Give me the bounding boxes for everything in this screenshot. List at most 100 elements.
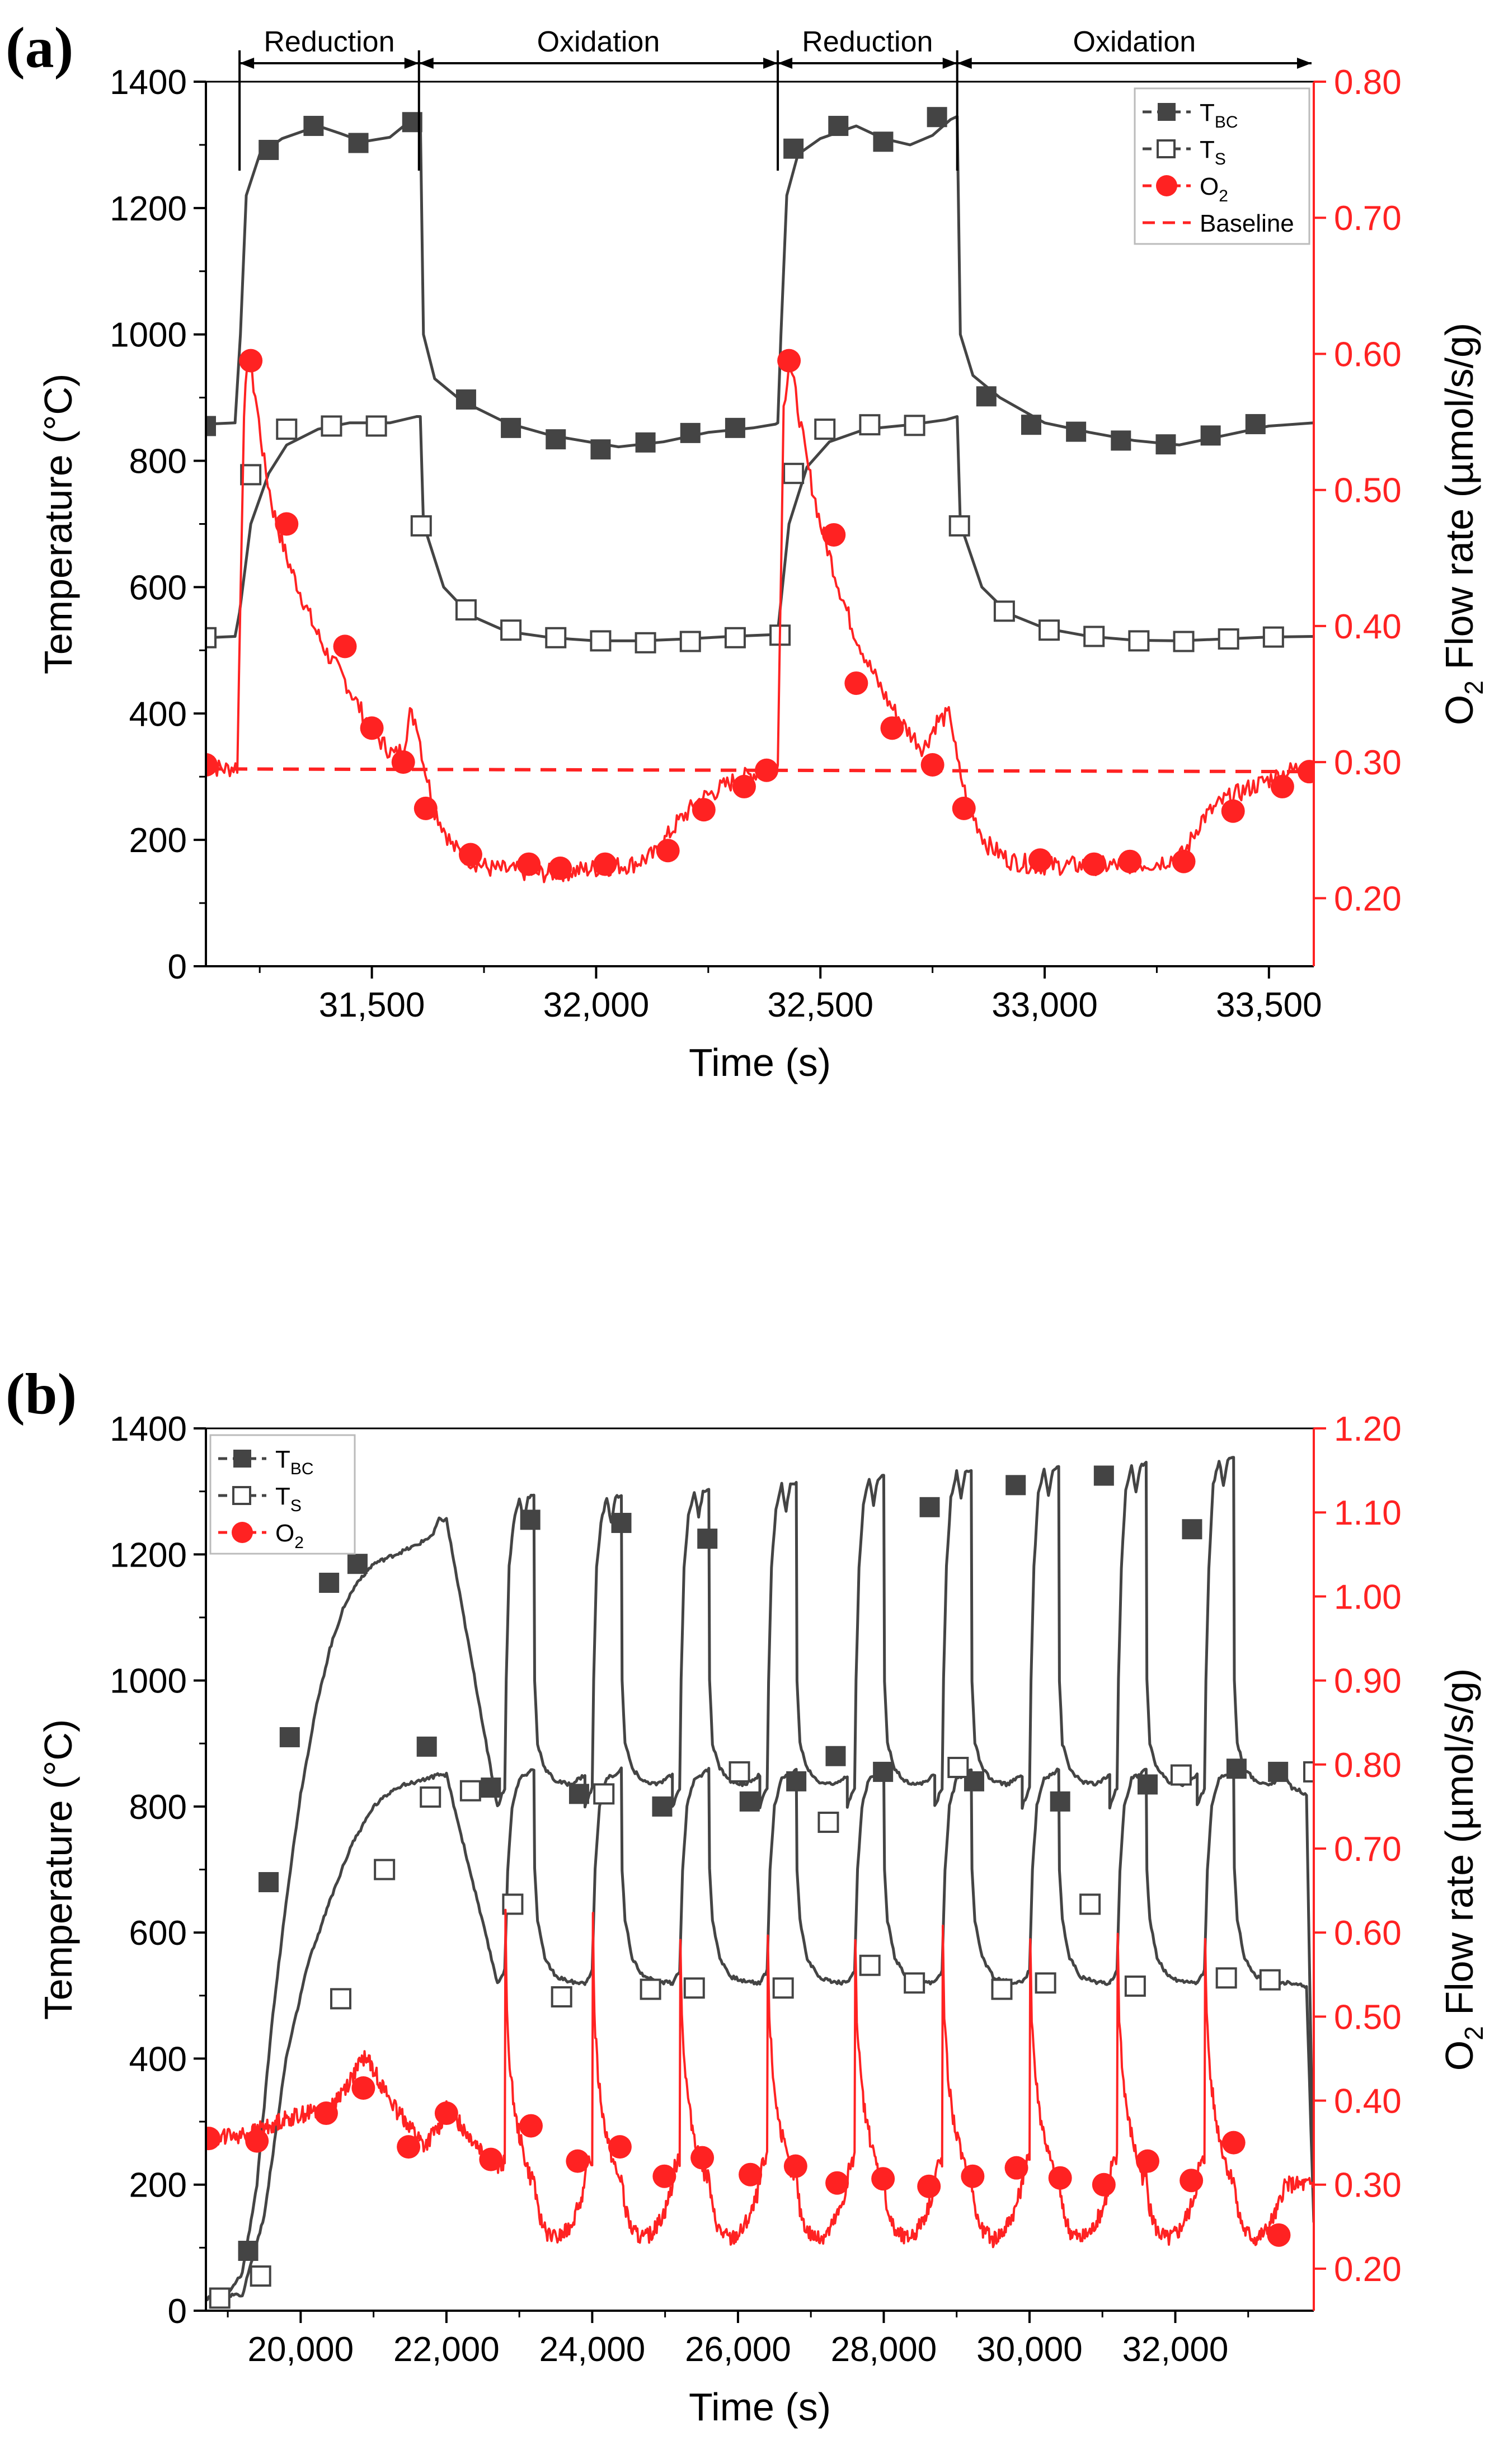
left-tick-label: 1000 (110, 316, 187, 355)
legend-label: O2 (1200, 173, 1228, 205)
left-tick-label: 1200 (110, 1536, 187, 1574)
marker-tbc (568, 1784, 589, 1804)
marker-tbc (546, 429, 566, 450)
legend-label-sub: 2 (1219, 187, 1228, 205)
marker-o2 (519, 2114, 543, 2138)
legend-marker (233, 1450, 251, 1468)
right-tick-label: 0.60 (1334, 1914, 1402, 1953)
marker-o2 (777, 349, 801, 373)
marker-ts (859, 414, 881, 436)
x-tick-label: 33,500 (1216, 986, 1322, 1024)
right-tick-label: 0.20 (1334, 880, 1402, 918)
x-tick-label: 20,000 (248, 2330, 354, 2369)
marker-tbc (501, 417, 521, 438)
x-tick-label: 30,000 (976, 2330, 1083, 2369)
right-tick-label: 0.80 (1334, 1746, 1402, 1785)
marker-tbc (303, 116, 324, 137)
marker-tbc (1021, 415, 1041, 435)
marker-ts (545, 627, 567, 648)
phase-arrow-head (1297, 58, 1312, 69)
marker-tbc (1111, 430, 1131, 451)
marker-tbc (481, 1778, 501, 1798)
series-line-o2 (206, 1908, 1314, 2249)
marker-ts (1035, 1972, 1056, 1994)
right-tick-label: 0.30 (1334, 2166, 1402, 2205)
right-axis-title-main: O (1437, 2040, 1481, 2071)
marker-ts (991, 1978, 1013, 2000)
marker-ts (814, 418, 836, 440)
legend-label: TS (1200, 136, 1226, 168)
marker-ts (1124, 1975, 1146, 1997)
marker-tbc (927, 107, 947, 128)
marker-ts (679, 631, 701, 652)
marker-ts (250, 2265, 271, 2287)
marker-tbc (455, 389, 476, 410)
marker-tbc (1155, 434, 1176, 455)
marker-ts (240, 464, 262, 486)
marker-o2 (1092, 2173, 1116, 2197)
left-tick-label: 1400 (110, 63, 187, 102)
marker-o2 (245, 2129, 269, 2153)
marker-ts (1173, 631, 1195, 652)
series-line-baseline (206, 767, 1314, 774)
marker-tbc (1245, 414, 1266, 435)
marker-o2 (1270, 774, 1294, 798)
marker-ts (1262, 626, 1284, 648)
marker-ts (859, 1954, 881, 1976)
marker-tbc (1066, 421, 1087, 442)
marker-o2 (692, 798, 716, 822)
x-axis-title: Time (s) (689, 2385, 831, 2429)
marker-ts (593, 1783, 615, 1805)
marker-tbc (725, 417, 745, 438)
left-axis-title: Temperature (°C) (36, 374, 80, 675)
right-axis-title-rest: Flow rate (µmol/s/g) (1437, 1668, 1481, 2026)
phase-label: Reduction (802, 26, 933, 58)
marker-ts (590, 630, 612, 652)
marker-ts (276, 418, 298, 440)
marker-tbc (348, 133, 369, 153)
marker-ts (817, 1812, 839, 1833)
phase-arrow-head (957, 58, 972, 69)
marker-o2 (739, 2162, 763, 2186)
marker-o2 (652, 2164, 676, 2188)
phase-arrow-head (942, 58, 957, 69)
marker-tbc (259, 1872, 279, 1893)
right-tick-label: 1.10 (1334, 1494, 1402, 1532)
marker-ts (1218, 628, 1239, 650)
marker-o2 (1180, 2169, 1204, 2193)
marker-tbc (1005, 1475, 1026, 1496)
marker-o2 (351, 2076, 375, 2100)
phase-arrow-head (763, 58, 778, 69)
series-line-t-s (206, 1766, 1314, 2301)
marker-o2 (822, 523, 846, 547)
marker-o2 (434, 2101, 458, 2126)
marker-ts (1039, 619, 1060, 641)
panel-b: (b) 0 200 400 600 800 1000 1200 1400 0.20 0.30 0.40… (6, 1362, 1488, 2429)
marker-o2 (1267, 2223, 1291, 2247)
marker-o2 (825, 2171, 849, 2195)
legend-label-sub: BC (1215, 113, 1238, 131)
marker-o2 (783, 2154, 807, 2178)
phase-arrow-head (239, 58, 255, 69)
marker-o2 (239, 349, 263, 373)
legend-label-main: O (275, 1520, 294, 1547)
x-axis-title: Time (s) (689, 1041, 831, 1084)
marker-ts (724, 627, 746, 648)
series-line-t-s (206, 415, 1314, 642)
x-tick-label: 24,000 (539, 2330, 646, 2369)
left-tick-label: 400 (129, 695, 187, 733)
phase-label: Reduction (264, 26, 394, 58)
marker-o2 (1221, 799, 1245, 823)
panel-label: (a) (6, 16, 73, 80)
marker-o2 (917, 2174, 941, 2198)
marker-o2 (593, 852, 617, 876)
marker-ts (420, 1786, 441, 1808)
legend-label: TS (275, 1483, 302, 1515)
right-axis-title: O2 Flow rate (µmol/s/g) (1437, 323, 1488, 725)
right-tick-label: 0.80 (1334, 63, 1402, 102)
marker-ts (683, 1977, 705, 1999)
left-axis-title: Temperature (°C) (36, 1719, 80, 2020)
right-tick-label: 0.40 (1334, 608, 1402, 646)
marker-o2 (961, 2164, 985, 2188)
